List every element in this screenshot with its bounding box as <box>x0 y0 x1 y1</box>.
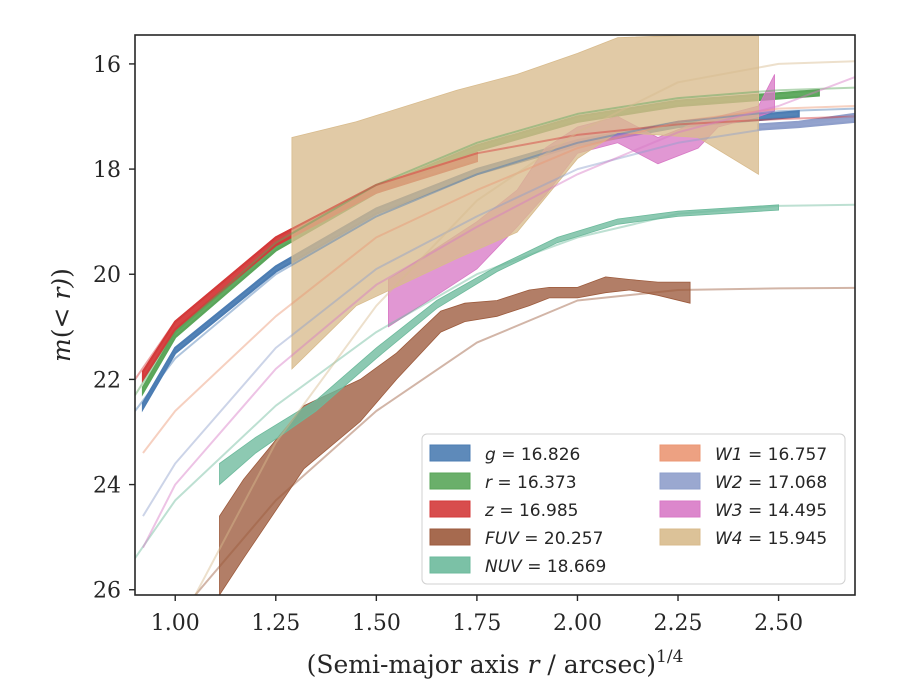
band-nuv <box>219 204 779 486</box>
legend-label-w4: W4 = 15.945 <box>715 529 827 549</box>
x-tick-label: 2.25 <box>654 611 703 636</box>
y-tick-label: 20 <box>93 263 121 288</box>
x-tick-label: 2.00 <box>553 611 602 636</box>
legend-swatch-w1 <box>659 444 701 462</box>
model-line-w1 <box>142 105 855 454</box>
y-axis-label: m(< r)) <box>47 268 76 362</box>
legend-swatch-z <box>429 500 471 518</box>
legend-swatch-w3 <box>659 500 701 518</box>
x-axis-label: (Semi-major axis r / arcsec)1/4 <box>307 647 684 679</box>
legend-box <box>421 433 846 585</box>
model-line-w4 <box>194 60 855 595</box>
model-line-g <box>135 107 855 412</box>
y-tick-label: 16 <box>93 53 121 78</box>
x-axis: 1.00 1.25 1.50 1.75 2.00 2.25 2.50 <box>151 595 803 636</box>
legend-label-g: g = 16.826 <box>485 445 580 465</box>
band-layer <box>141 35 855 595</box>
legend-label-z: z = 16.985 <box>484 501 578 521</box>
legend-swatch-nuv <box>429 556 471 574</box>
band-fuv <box>219 276 691 595</box>
legend-label-r: r = 16.373 <box>485 473 577 493</box>
y-tick-label: 24 <box>93 474 121 499</box>
legend-swatch-g <box>429 444 471 462</box>
x-tick-label: 1.00 <box>151 611 200 636</box>
y-tick-label: 22 <box>93 368 121 393</box>
x-tick-label: 2.50 <box>754 611 803 636</box>
legend-swatch-fuv <box>429 528 471 546</box>
plot-frame <box>134 34 856 596</box>
model-line-w2 <box>142 115 855 517</box>
legend-label-w1: W1 = 16.757 <box>715 445 827 465</box>
model-line-r <box>135 86 855 396</box>
y-axis: 16 18 20 22 24 26 <box>93 53 135 604</box>
model-line-nuv <box>135 203 855 559</box>
legend: g = 16.826 r = 16.373 z = 16.985 FUV = 20.2… <box>421 433 846 585</box>
legend-label-fuv: FUV = 20.257 <box>485 529 603 549</box>
legend-label-w3: W3 = 14.495 <box>715 501 827 521</box>
x-tick-label: 1.25 <box>251 611 300 636</box>
legend-swatch-r <box>429 472 471 490</box>
band-w4 <box>291 35 759 370</box>
model-line-w3 <box>142 76 855 549</box>
x-tick-label: 1.50 <box>352 611 401 636</box>
x-tick-label: 1.75 <box>452 611 501 636</box>
legend-label-w2: W2 = 17.068 <box>715 473 827 493</box>
legend-swatch-w4 <box>659 528 701 546</box>
model-line-fuv <box>194 286 855 595</box>
y-tick-label: 18 <box>93 158 121 183</box>
model-line-layer <box>135 60 855 595</box>
model-line-z <box>135 115 855 380</box>
legend-swatch-w2 <box>659 472 701 490</box>
legend-label-nuv: NUV = 18.669 <box>485 557 606 577</box>
y-tick-label: 26 <box>93 579 121 604</box>
